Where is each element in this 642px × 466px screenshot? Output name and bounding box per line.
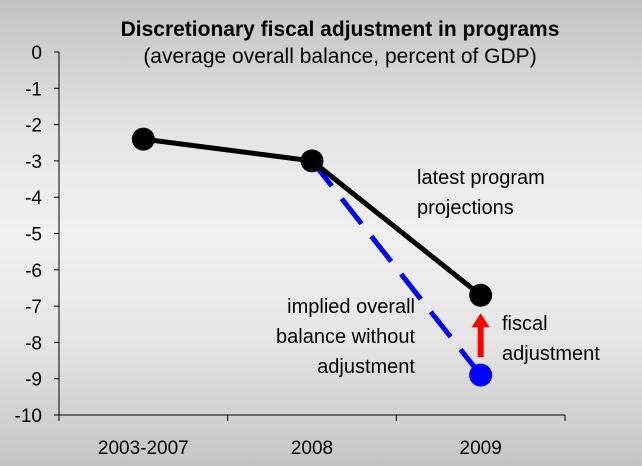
- x-axis: 2003-2007 2008 2009: [54, 414, 566, 459]
- y-tick-label: -6: [25, 261, 42, 282]
- y-tick-label: -1: [25, 79, 42, 100]
- y-axis: 0 -1 -2 -3 -4 -5 -6 -7 -8 -9 -10: [15, 43, 60, 427]
- y-tick-label: -10: [15, 406, 42, 427]
- y-tick-label: -9: [25, 370, 42, 391]
- data-point-latest-projections: [300, 149, 324, 173]
- annotation-fiscal-adjustment-line1: fiscal: [502, 313, 548, 335]
- chart-subtitle: (average overall balance, percent of GDP…: [143, 45, 536, 68]
- x-tick-label: 2009: [460, 438, 502, 459]
- annotation-latest-program-line1: latest program: [417, 167, 545, 189]
- annotation-latest-program-line2: projections: [417, 197, 514, 219]
- annotation-implied-line3: adjustment: [317, 356, 415, 378]
- annotation-implied-line1: implied overall: [287, 296, 415, 318]
- data-point-latest-projections: [469, 283, 493, 307]
- data-point-latest-projections: [131, 127, 155, 151]
- chart-title: Discretionary fiscal adjustment in progr…: [121, 18, 560, 41]
- y-tick-label: 0: [31, 43, 42, 64]
- y-tick-label: -7: [25, 297, 42, 318]
- fiscal-adjustment-arrow-head: [471, 313, 490, 328]
- y-tick-label: -4: [25, 188, 42, 209]
- y-tick-label: -3: [25, 152, 42, 173]
- y-tick-label: -5: [25, 225, 42, 246]
- annotations: latest program projections implied overa…: [276, 167, 600, 378]
- x-tick-label: 2008: [291, 438, 333, 459]
- annotation-fiscal-adjustment-line2: adjustment: [502, 343, 600, 365]
- y-tick-label: -8: [25, 333, 42, 354]
- y-tick-label: -2: [25, 116, 42, 137]
- data-point-implied-balance: [469, 363, 493, 387]
- series-layer: [131, 127, 493, 387]
- x-tick-label: 2003-2007: [98, 438, 189, 459]
- annotation-implied-line2: balance without: [276, 326, 415, 348]
